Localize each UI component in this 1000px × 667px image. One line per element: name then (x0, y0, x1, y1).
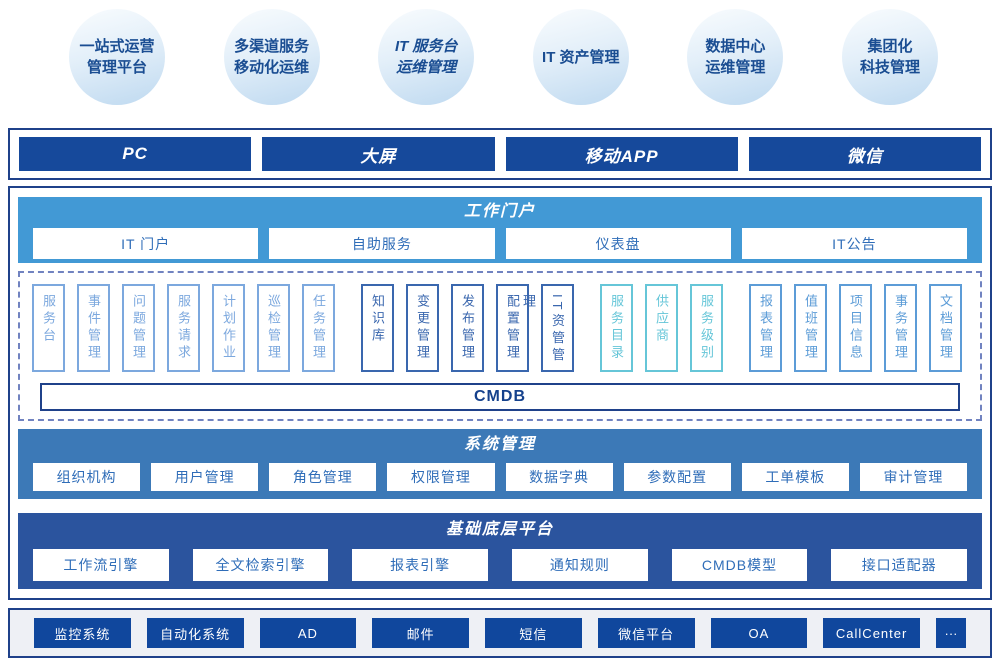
module-box: 事务管理 (884, 284, 917, 372)
system-button: 工单模板 (741, 463, 849, 491)
module-box: 项目信息 (839, 284, 872, 372)
module-box: 服务请求 (167, 284, 200, 372)
integration-box: AD (259, 618, 357, 648)
portal-buttons: IT 门户 自助服务 仪表盘 IT公告 (33, 228, 967, 259)
module-box: 任务管理 (302, 284, 335, 372)
capability-bubble: 集团化 科技管理 (841, 9, 938, 105)
module-box: 配置管理 (496, 284, 529, 372)
channel-bar: 移动APP (505, 137, 738, 171)
portal-button: 仪表盘 (505, 228, 731, 259)
module-box: 计划作业 (212, 284, 245, 372)
capability-bubble: 多渠道服务 移动化运维 (223, 9, 320, 105)
system-buttons: 组织机构 用户管理 角色管理 权限管理 数据字典 参数配置 工单模板 审计管理 (33, 463, 967, 491)
base-button: 工作流引擎 (33, 549, 169, 581)
module-box: 供应商 (645, 284, 678, 372)
integration-box: 邮件 (372, 618, 469, 648)
cmdb-bar: CMDB (40, 383, 960, 411)
capability-bubble: 数据中心 运维管理 (687, 9, 784, 105)
module-box: 变更管理 (406, 284, 439, 372)
system-button: 角色管理 (269, 463, 377, 491)
portal-button: IT 门户 (33, 228, 259, 259)
module-box: 报表管理 (749, 284, 782, 372)
capability-bubble: IT 资产管理 (532, 9, 629, 105)
system-button: 权限管理 (387, 463, 495, 491)
module-box: 服务级别 (690, 284, 723, 372)
system-button: 审计管理 (859, 463, 967, 491)
base-buttons: 工作流引擎 全文检索引擎 报表引擎 通知规则 CMDB模型 接口适配器 (33, 549, 968, 581)
module-box: 服务台 (32, 284, 65, 372)
base-button: CMDB模型 (671, 549, 808, 581)
capability-bubbles: 一站式运营 管理平台 多渠道服务 移动化运维 IT 服务台 运维管理 IT 资产… (0, 9, 1000, 106)
portal-section: 工作门户 IT 门户 自助服务 仪表盘 IT公告 (18, 197, 982, 263)
system-button: 参数配置 (623, 463, 731, 491)
integration-box: OA (710, 618, 808, 648)
module-box: 事件管理 (77, 284, 110, 372)
channel-row: PC 大屏 移动APP 微信 (8, 128, 992, 180)
system-section: 系统管理 组织机构 用户管理 角色管理 权限管理 数据字典 参数配置 工单模板 (18, 429, 982, 499)
integration-box: 监控系统 (34, 618, 131, 648)
module-box: 发布管理 (451, 284, 484, 372)
system-button: 数据字典 (505, 463, 613, 491)
capability-bubble: 一站式运营 管理平台 (69, 9, 165, 105)
module-box: IT资管管理 (521, 284, 574, 372)
module-box: 巡检管理 (257, 284, 290, 372)
integration-box: CallCenter (823, 618, 920, 648)
module-row: 服务台 事件管理 问题管理 服务请求 计划作业 巡检管理 任务管理 知识库 变更管理 发布管理 配置… (30, 284, 970, 372)
module-box: 值班管理 (794, 284, 827, 372)
module-box: 服务目录 (600, 284, 633, 372)
platform-container: 工作门户 IT 门户 自助服务 仪表盘 IT公告 服务台 事件管理 问题管理 服务请求… (8, 186, 992, 600)
system-button: 用户管理 (151, 463, 259, 491)
integration-row: 监控系统 自动化系统 AD 邮件 短信 微信平台 OA CallCenter ·… (8, 608, 992, 658)
module-box: 文档管理 (929, 284, 962, 372)
base-section: 基础底层平台 工作流引擎 全文检索引擎 报表引擎 通知规则 CMDB模型 接口适… (18, 513, 982, 589)
system-button: 组织机构 (33, 463, 141, 491)
channel-bar: 微信 (748, 137, 981, 171)
integration-box: 自动化系统 (146, 618, 244, 648)
module-box: 问题管理 (122, 284, 155, 372)
base-title: 基础底层平台 (445, 521, 554, 538)
channel-bar: 大屏 (262, 137, 495, 171)
portal-button: 自助服务 (269, 228, 495, 259)
channel-bar: PC (19, 137, 252, 171)
module-box: 知识库 (361, 284, 394, 372)
portal-button: IT公告 (741, 228, 967, 259)
base-button: 报表引擎 (352, 549, 489, 581)
system-title: 系统管理 (463, 436, 536, 453)
integration-box: ··· (936, 618, 966, 648)
modules-section: 服务台 事件管理 问题管理 服务请求 计划作业 巡检管理 任务管理 知识库 变更管理 发布管理 配置… (18, 271, 982, 421)
portal-title: 工作门户 (463, 203, 536, 220)
base-button: 全文检索引擎 (192, 549, 329, 581)
capability-bubble: IT 服务台 运维管理 (378, 9, 475, 105)
base-button: 通知规则 (512, 549, 648, 581)
integration-box: 微信平台 (597, 618, 695, 648)
integration-box: 短信 (485, 618, 582, 648)
base-button: 接口适配器 (831, 549, 968, 581)
